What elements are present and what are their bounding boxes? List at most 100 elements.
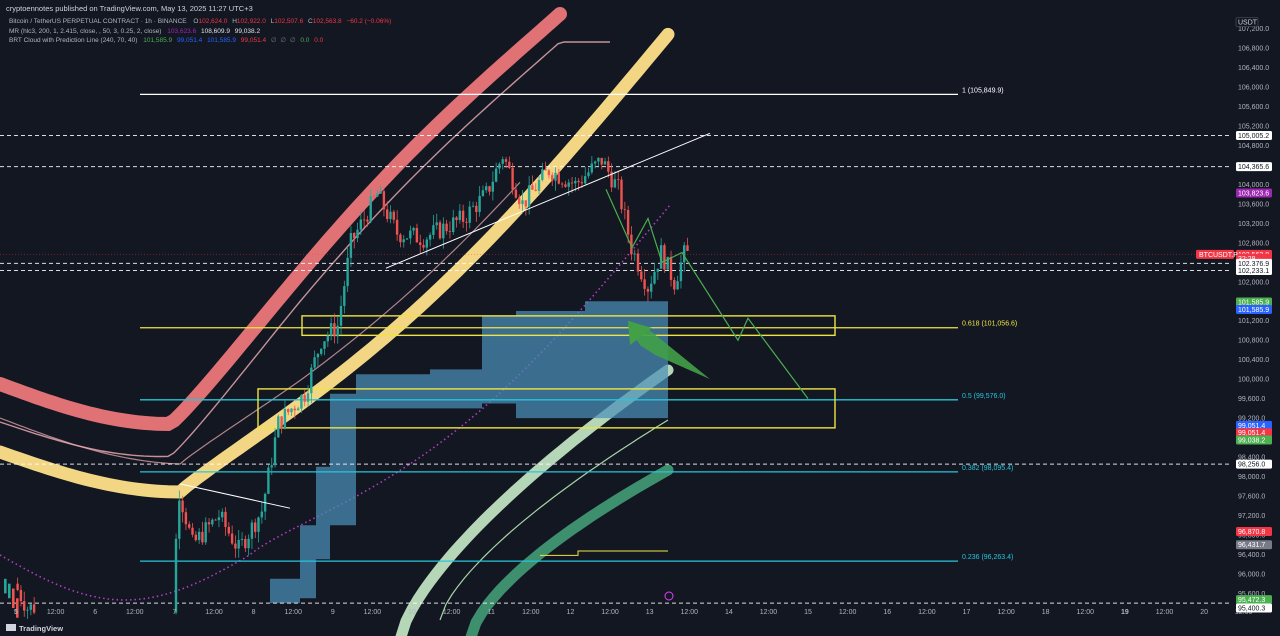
candle-body — [646, 288, 650, 292]
price-tag-box — [1235, 17, 1259, 27]
upper-pink-line — [0, 41, 610, 458]
candle-body — [669, 256, 673, 280]
candle-body — [356, 229, 359, 239]
time-tick-label: 12:00 — [284, 609, 302, 616]
price-tick-label: 103,600.0 — [1238, 201, 1269, 208]
candle-body — [623, 209, 626, 211]
candle-body — [547, 170, 551, 176]
candle-body — [399, 234, 402, 243]
candle-body — [676, 281, 679, 290]
price-tag-box — [1236, 603, 1272, 613]
time-tick-label: 12:00 — [601, 609, 619, 616]
candle-body — [600, 157, 603, 165]
candle-body — [234, 543, 237, 549]
price-tag-box — [1236, 297, 1272, 307]
candle-body — [303, 394, 306, 402]
candle-body — [468, 206, 471, 223]
candle-body — [12, 588, 15, 608]
candle-body — [240, 538, 244, 540]
candle-body — [481, 190, 485, 196]
indicator2-value-6: ∅ — [280, 37, 286, 44]
candle-body — [458, 210, 461, 221]
price-tick-label: 96,000.0 — [1238, 571, 1265, 578]
candle-body — [376, 193, 379, 197]
candle-body — [227, 526, 230, 534]
candle-body — [270, 465, 273, 468]
candle-body — [310, 367, 313, 394]
candle-body — [369, 196, 372, 222]
candle-body — [329, 323, 333, 336]
candle-body — [567, 182, 570, 187]
indicator2-value-9: 0.0 — [314, 37, 323, 44]
price-tick-label: 97,600.0 — [1238, 494, 1265, 501]
time-tick-label: 11 — [488, 609, 495, 616]
time-tick-label: 5 — [14, 609, 18, 616]
indicator1-line[interactable]: MR (hlc3, 200, 1, 2.415, close, , 50, 3,… — [9, 28, 260, 35]
candle-body — [640, 271, 643, 280]
candle-body — [613, 179, 617, 188]
candle-body — [617, 179, 620, 181]
candle-body — [508, 161, 511, 169]
time-tick-label: 7 — [172, 609, 176, 616]
candle-body — [494, 168, 498, 182]
candle-body — [207, 522, 211, 525]
candle-body — [574, 180, 577, 184]
candle-body — [593, 161, 597, 164]
candle-body — [19, 589, 23, 602]
price-tag-box — [1236, 420, 1272, 430]
candle-body — [250, 522, 254, 539]
time-tick-label: 10 — [408, 609, 416, 616]
indicator2-value-2: 99,051.4 — [177, 37, 203, 44]
price-tag-box — [1236, 435, 1272, 445]
candle-body — [580, 182, 584, 184]
candle-body — [267, 467, 270, 494]
green-arrow-head — [628, 320, 652, 346]
time-tick-label: 17 — [963, 609, 971, 616]
candle-body — [452, 217, 455, 232]
brt-cloud-area — [270, 301, 668, 604]
candle-body — [178, 500, 181, 539]
time-tick-label: 14 — [725, 609, 733, 616]
price-tag-text: 99,051.4 — [1238, 430, 1265, 437]
candle-body — [541, 169, 544, 180]
candle-body — [491, 181, 494, 192]
candle-body — [405, 238, 409, 240]
candle-body — [188, 524, 191, 528]
ohlc-open: 102,624.0 — [198, 18, 227, 25]
candle-body — [636, 253, 640, 272]
candle-body — [422, 244, 425, 248]
candle-body — [597, 157, 600, 162]
price-tick-label: 102,000.0 — [1238, 279, 1269, 286]
ohlc-low: 102,507.6 — [274, 18, 303, 25]
price-tag-box — [1236, 130, 1272, 140]
candle-body — [626, 209, 630, 235]
candle-body — [551, 175, 554, 181]
candle-body — [184, 512, 188, 525]
candle-body — [630, 234, 633, 255]
candle-body — [326, 335, 329, 342]
fib-label-0: 1 (105,849.9) — [962, 87, 1004, 94]
indicator2-line[interactable]: BRT Cloud with Prediction Line (240, 70,… — [9, 37, 324, 44]
price-axis[interactable]: 95,400.095,600.096,000.096,400.096,800.0… — [1238, 26, 1269, 608]
indicator1-value-1: 103,623.6 — [167, 28, 196, 35]
ohlc-low-key: L — [271, 18, 275, 25]
candle-body — [382, 191, 386, 210]
candle-body — [455, 217, 458, 221]
indicator2-name: BRT Cloud with Prediction Line (240, 70,… — [9, 37, 137, 44]
indicator2-value-5: ∅ — [271, 37, 277, 44]
time-tick-label: 9 — [331, 609, 335, 616]
tradingview-logo[interactable]: TradingView — [6, 624, 63, 633]
time-tick-label: 12:00 — [126, 609, 144, 616]
fib-label-3: 0.382 (98,095.4) — [962, 465, 1013, 472]
price-tag-text: 96,431.7 — [1238, 542, 1265, 549]
ohlc-close-key: C — [308, 18, 313, 25]
candle-body — [366, 219, 369, 222]
candle-body — [191, 527, 194, 535]
candle-body — [415, 227, 419, 243]
candle-body — [461, 210, 465, 222]
upper-zone — [301, 315, 836, 337]
candle-body — [16, 598, 19, 618]
candle-body — [610, 171, 613, 188]
